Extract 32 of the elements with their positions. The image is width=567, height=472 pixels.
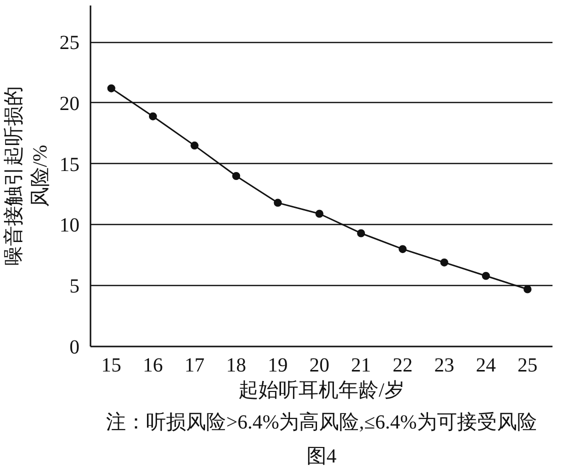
text: 注：听损风险>6.4%为高风险,≤6.4%为可接受风险 [106, 410, 537, 434]
x-tick-label: 17 [184, 354, 205, 376]
y-axis-title: 噪音接触引起听损的风险/% [3, 86, 52, 266]
point [398, 245, 407, 254]
y-tick-label: 25 [60, 32, 80, 54]
x-tick-label: 24 [476, 354, 496, 376]
x-tick-label: 22 [392, 354, 413, 376]
y-tick-label: 0 [70, 336, 80, 358]
point [232, 172, 240, 180]
x-tick-label: 21 [351, 354, 372, 376]
point [274, 198, 282, 207]
x-tick-label: 16 [142, 354, 163, 376]
x-tick-label: 18 [226, 354, 246, 376]
x-tick-label: 19 [268, 354, 288, 376]
point [440, 258, 448, 266]
point [107, 84, 116, 92]
point [357, 229, 366, 238]
x-tick-label: 20 [309, 354, 330, 376]
y-tick-label: 10 [60, 214, 80, 237]
y-tick-label: 20 [60, 92, 80, 115]
point [524, 285, 532, 294]
x-tick-label: 15 [101, 354, 122, 376]
caption: 图4 [306, 446, 336, 468]
x-axis-title: 起始听耳机年龄/岁 [238, 380, 404, 402]
point [315, 210, 324, 218]
point [148, 112, 157, 120]
y-tick-label: 5 [70, 276, 80, 298]
point [190, 142, 199, 150]
x-tick-label: 25 [518, 354, 538, 376]
x-tick-label: 23 [434, 354, 454, 376]
y-tick-label: 15 [60, 154, 80, 176]
point [482, 272, 490, 280]
